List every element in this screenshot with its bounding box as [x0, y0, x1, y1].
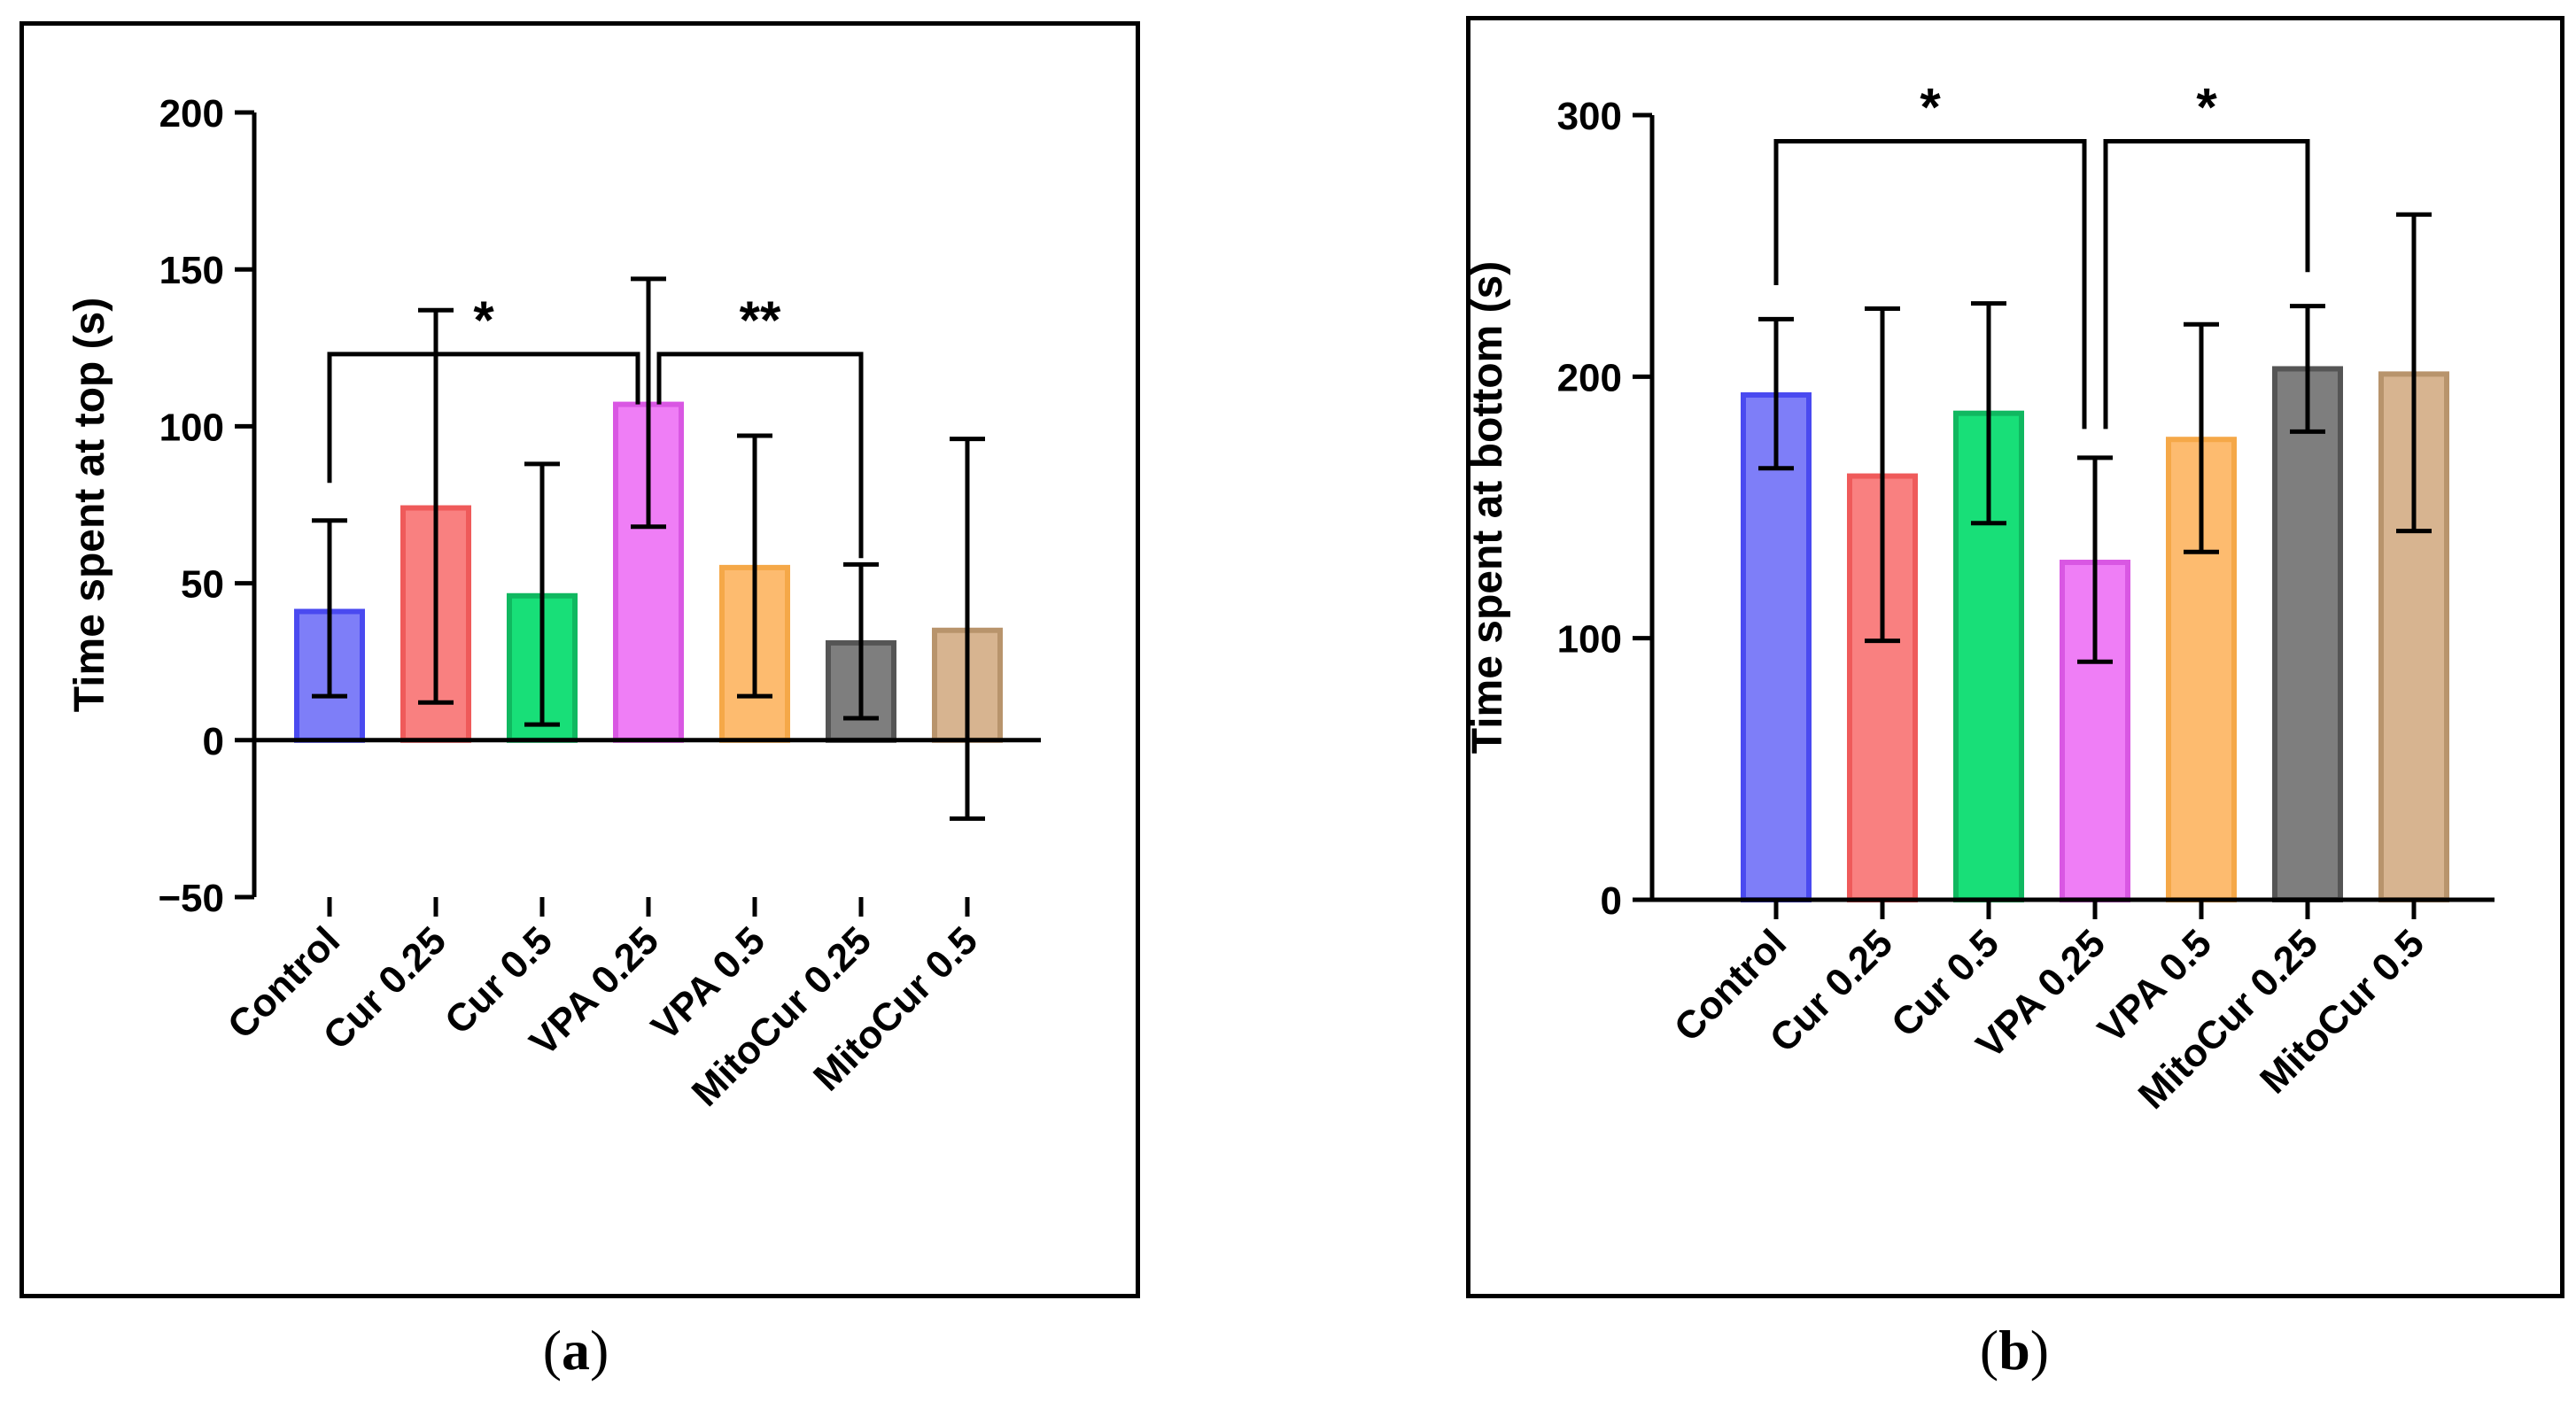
y-tick-label: 300 [1557, 95, 1622, 138]
significance-bracket-line [327, 352, 640, 484]
error-bar-cur-0.25 [1865, 306, 1900, 644]
significance-bracket: * [327, 290, 640, 484]
error-bar-control [1758, 316, 1794, 471]
significance-bracket-line [1773, 139, 2087, 430]
panel-b-frame [1466, 16, 2564, 1298]
error-bar-mitocur-0.25 [2290, 304, 2325, 434]
error-bar-mitocur-0.5 [950, 437, 985, 821]
error-bar-vpa-0.25 [631, 276, 666, 530]
panel-a-label: (a) [542, 1319, 609, 1382]
error-bar-cur-0.25 [418, 307, 454, 705]
error-bar-vpa-0.25 [2077, 455, 2113, 664]
y-tick-label: 100 [1557, 618, 1622, 662]
significance-bracket: ** [656, 290, 864, 559]
y-tick-label: −50 [158, 877, 224, 920]
y-tick-label: 200 [159, 92, 224, 135]
significance-label: * [1920, 78, 1941, 137]
panel-b-label: (b) [1979, 1319, 2050, 1382]
error-bar-cur-0.5 [1971, 301, 2006, 526]
significance-label: * [473, 290, 494, 350]
y-axis-label: Time spent at top (s) [66, 298, 113, 713]
y-tick-label: 200 [1557, 356, 1622, 399]
error-bar-mitocur-0.25 [843, 561, 879, 721]
significance-label: * [2196, 78, 2217, 137]
significance-bracket-line [2103, 139, 2310, 430]
y-tick-label: 0 [1601, 879, 1622, 923]
significance-bracket: * [1773, 78, 2087, 430]
y-axis-label: Time spent at bottom (s) [1464, 261, 1511, 754]
y-tick-label: 0 [203, 720, 224, 763]
y-tick-label: 100 [159, 406, 224, 449]
significance-bracket-line [656, 352, 864, 559]
y-tick-label: 50 [181, 563, 224, 607]
y-tick-label: 150 [159, 249, 224, 292]
significance-label: ** [740, 290, 781, 350]
error-bar-cur-0.5 [524, 461, 560, 727]
bar-mitocur-0.25 [2272, 366, 2343, 902]
panel-a-frame [19, 21, 1140, 1298]
significance-bracket: * [2103, 78, 2310, 430]
bar-control [1741, 392, 1812, 902]
error-bar-control [312, 518, 347, 699]
error-bar-vpa-0.5 [737, 433, 772, 699]
error-bar-mitocur-0.5 [2396, 212, 2432, 534]
error-bar-vpa-0.5 [2184, 321, 2219, 554]
